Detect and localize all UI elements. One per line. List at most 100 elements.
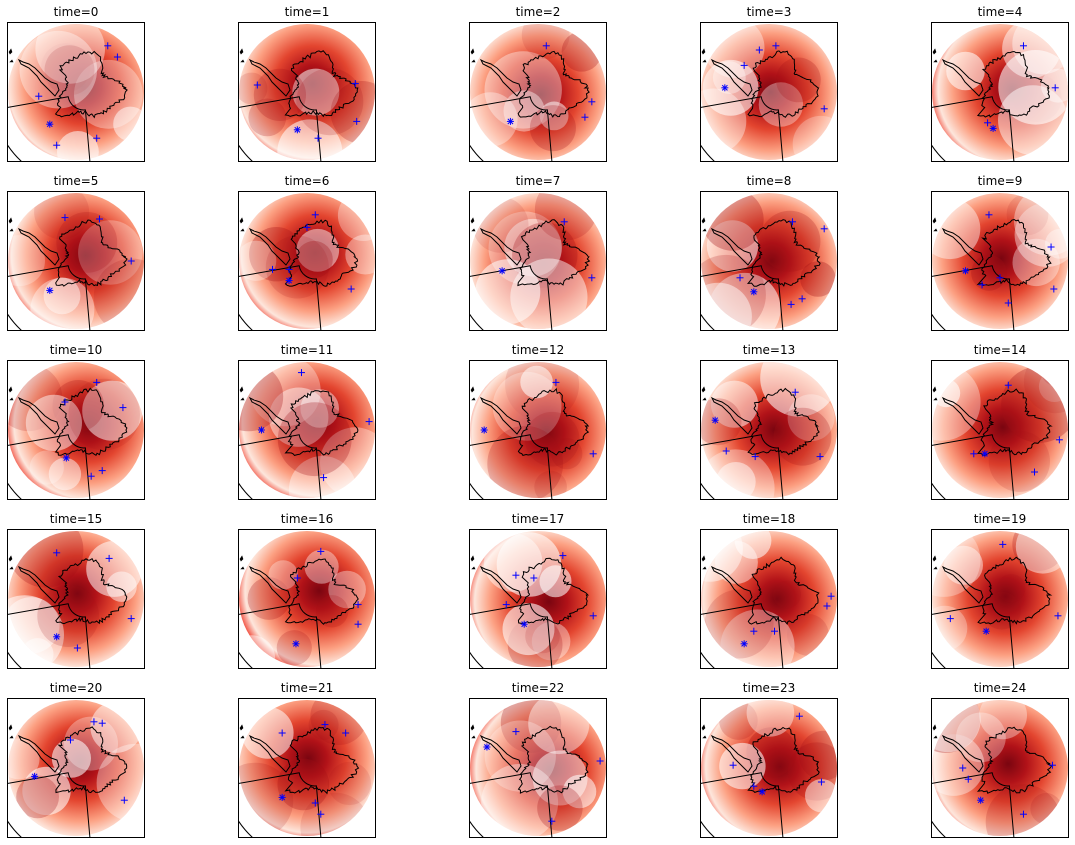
map-frame <box>238 529 376 669</box>
map-panel: time=7 <box>469 173 607 331</box>
field-disc <box>470 24 606 160</box>
plus-marker <box>589 450 597 458</box>
island-outline <box>932 48 938 63</box>
plus-marker <box>827 592 835 600</box>
coastline <box>941 50 1050 118</box>
plus-marker <box>347 285 355 293</box>
plus-marker <box>552 378 560 386</box>
coastline <box>710 726 820 793</box>
panel-title: time=16 <box>280 512 334 526</box>
plus-marker <box>750 627 758 635</box>
plus-marker <box>320 474 328 482</box>
plus-marker <box>984 119 992 127</box>
plus-marker <box>589 612 597 620</box>
map-panel: time=4 <box>931 4 1069 162</box>
map-svg <box>701 362 837 499</box>
island-outline <box>470 386 476 401</box>
star-marker <box>46 286 54 294</box>
plus-marker <box>817 778 825 786</box>
plus-marker <box>351 80 359 88</box>
plus-marker <box>93 378 101 386</box>
plus-marker <box>1019 810 1027 818</box>
plus-marker <box>788 218 796 226</box>
panel-title: time=10 <box>49 343 103 357</box>
map-svg <box>470 24 606 161</box>
sector-outline <box>239 265 322 330</box>
plus-marker <box>755 46 763 54</box>
plus-marker <box>736 274 744 282</box>
field-disc <box>239 193 375 329</box>
coastline <box>941 556 1053 625</box>
map-svg <box>239 362 375 499</box>
coastline <box>941 218 1052 287</box>
sector-outline <box>8 96 91 161</box>
plus-marker <box>978 281 986 289</box>
panel-title: time=3 <box>746 5 792 19</box>
sector-outline <box>470 603 553 668</box>
panel-title: time=14 <box>973 343 1027 357</box>
map-panel: time=11 <box>238 342 376 500</box>
field-disc <box>239 531 375 667</box>
plus-marker <box>285 265 293 273</box>
island-outline <box>470 217 476 232</box>
star-marker <box>480 426 488 434</box>
map-svg <box>932 193 1068 330</box>
star-marker <box>962 267 969 275</box>
plus-marker <box>791 388 799 396</box>
map-frame <box>931 191 1069 331</box>
sector-outline <box>701 265 784 330</box>
island-outline <box>701 48 707 63</box>
plus-marker <box>1019 42 1027 50</box>
star-marker <box>750 288 758 296</box>
map-panel: time=16 <box>238 511 376 669</box>
plus-marker <box>816 453 824 461</box>
map-frame <box>469 191 607 331</box>
plus-marker <box>964 775 972 783</box>
plus-marker <box>751 453 759 461</box>
panel-title: time=2 <box>515 5 561 19</box>
panel-title: time=5 <box>53 174 99 188</box>
coastline <box>710 50 820 118</box>
map-panel: time=3 <box>700 4 838 162</box>
field-disc <box>932 700 1068 836</box>
field-disc <box>8 193 144 329</box>
map-panel: time=14 <box>931 342 1069 500</box>
map-panel: time=20 <box>7 680 145 838</box>
map-svg <box>932 700 1068 837</box>
map-svg <box>701 531 837 668</box>
panel-title: time=13 <box>742 343 796 357</box>
island-outline <box>701 724 707 739</box>
panel-title: time=17 <box>511 512 565 526</box>
map-frame <box>7 191 145 331</box>
field-disc <box>932 193 1068 329</box>
plus-marker <box>354 620 362 628</box>
map-svg <box>239 531 375 668</box>
plus-marker <box>548 817 556 825</box>
field-texture <box>946 24 1068 156</box>
island-outline <box>932 217 938 232</box>
map-frame <box>469 529 607 669</box>
island-outline <box>8 555 14 570</box>
map-panel: time=13 <box>700 342 838 500</box>
map-frame <box>931 22 1069 162</box>
plus-marker <box>771 627 779 635</box>
coastline <box>248 726 360 795</box>
map-frame <box>238 191 376 331</box>
sector-outline <box>239 96 322 161</box>
star-marker <box>498 267 506 275</box>
plus-marker <box>581 113 589 121</box>
coastline <box>17 726 128 794</box>
plus-marker <box>253 81 261 89</box>
island-outline <box>8 386 14 401</box>
star-marker <box>977 796 985 804</box>
field-texture <box>19 24 144 160</box>
plus-marker <box>35 92 43 100</box>
map-frame <box>238 360 376 500</box>
plus-marker <box>87 472 95 480</box>
coastline <box>479 725 589 794</box>
field-disc <box>701 24 837 160</box>
plus-marker <box>61 214 69 222</box>
map-panel: time=22 <box>469 680 607 838</box>
island-outline <box>8 48 14 63</box>
